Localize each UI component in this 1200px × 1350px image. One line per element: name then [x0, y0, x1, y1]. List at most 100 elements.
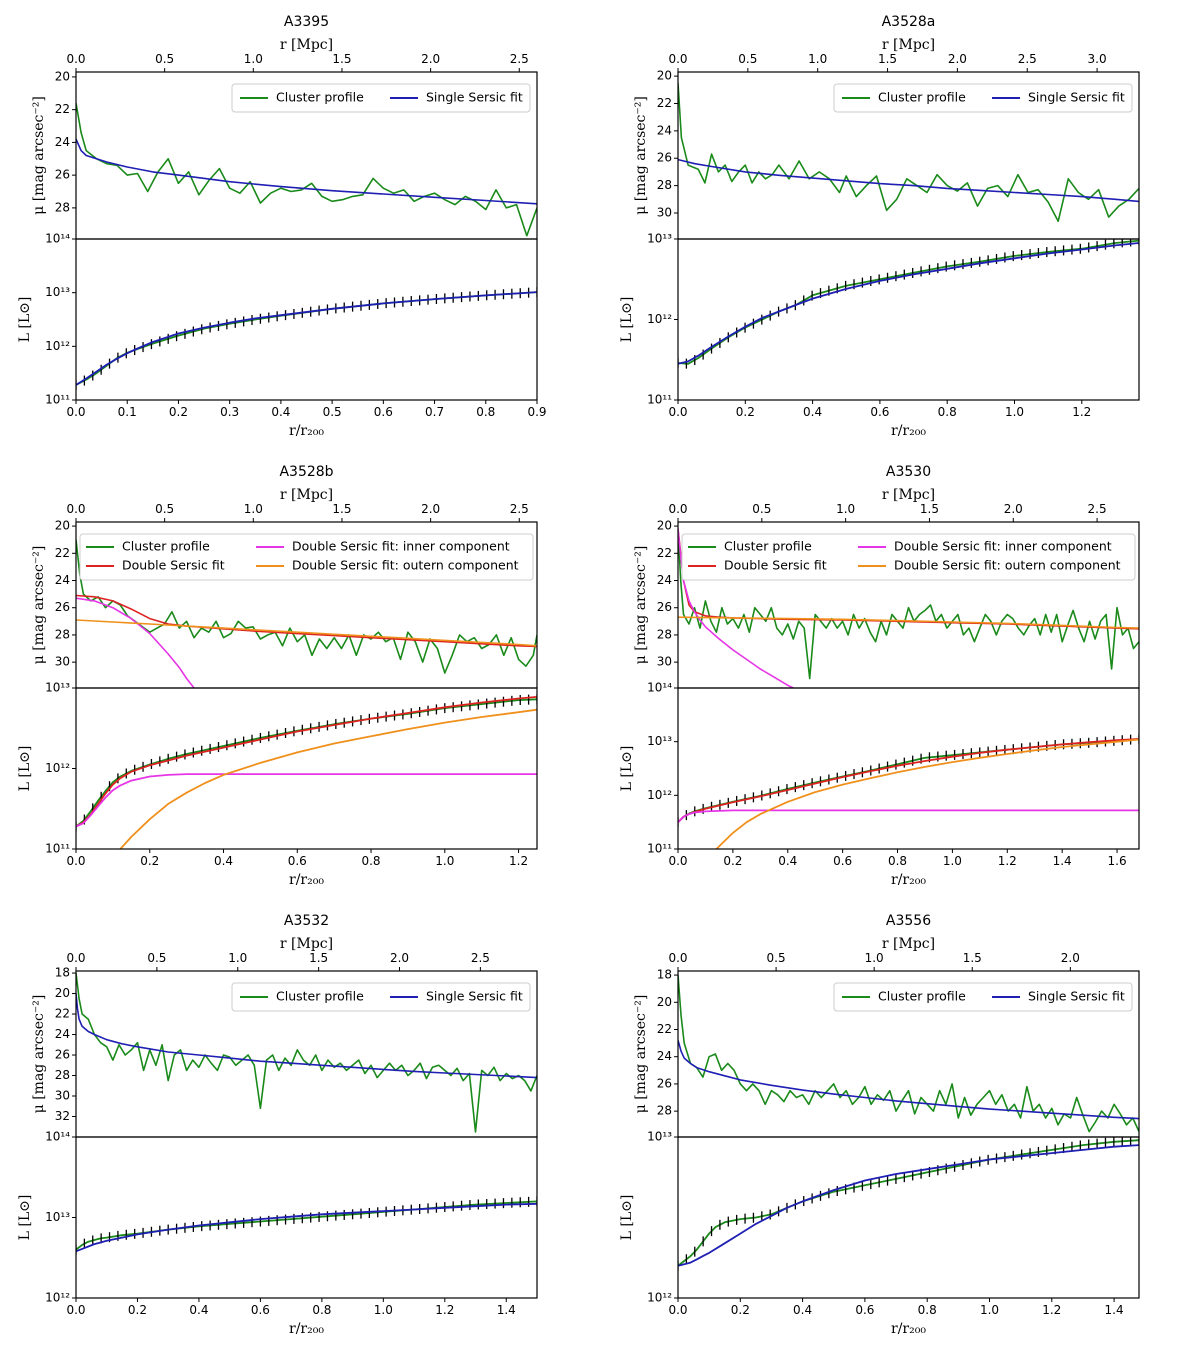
- lower-x-tick-label: 0.4: [214, 854, 233, 868]
- lower-axes-frame: [677, 1136, 1140, 1299]
- legend-label: Double Sersic fit: outern component: [894, 558, 1121, 573]
- upper-y-tick-label: 20: [657, 69, 672, 83]
- lower-x-label: r/r₂₀₀: [891, 1321, 926, 1337]
- top-tick-label: 1.5: [332, 52, 351, 66]
- lower-x-tick-label: 0.9: [527, 405, 546, 419]
- legend-label: Cluster profile: [276, 989, 364, 1004]
- lower-x-tick-label: 0.6: [833, 854, 852, 868]
- legend-box: [833, 982, 1133, 1012]
- upper-y-tick-label: 22: [657, 1022, 672, 1036]
- lower-x-tick-label: 0.2: [128, 1303, 147, 1317]
- lower-series-double-line: [76, 696, 537, 828]
- lower-series-double-line: [678, 738, 1139, 823]
- lower-x-tick-label: 0.6: [855, 1303, 874, 1317]
- lower-x-tick-label: 0.4: [271, 405, 290, 419]
- legend-label: Single Sersic fit: [1028, 989, 1125, 1004]
- top-tick-label: 0.5: [752, 502, 771, 516]
- top-axis-label: r [Mpc]: [280, 487, 333, 503]
- lower-axes-frame: [677, 238, 1140, 401]
- upper-y-label: μ [mag arcsec⁻²]: [31, 96, 47, 215]
- lower-y-tick-label: 10¹³: [45, 285, 70, 299]
- top-tick-label: 0.0: [66, 502, 85, 516]
- upper-plot-area: [76, 539, 537, 688]
- upper-y-tick-label: 24: [657, 1049, 672, 1063]
- lower-x-tick-label: 1.4: [497, 1303, 516, 1317]
- lower-series-single-line: [678, 242, 1139, 365]
- upper-y-label: μ [mag arcsec⁻²]: [633, 995, 649, 1114]
- upper-y-tick-label: 20: [55, 519, 70, 533]
- top-tick-label: 2.5: [510, 52, 529, 66]
- legend-label: Single Sersic fit: [1028, 90, 1125, 105]
- top-tick-label: 2.5: [1088, 502, 1107, 516]
- lower-x-tick-label: 0.0: [66, 854, 85, 868]
- top-tick-label: 1.5: [878, 52, 897, 66]
- lower-y-tick-label: 10¹¹: [45, 393, 70, 407]
- lower-x-tick-label: 0.8: [888, 854, 907, 868]
- top-tick-label: 1.5: [920, 502, 939, 516]
- lower-x-tick-label: 0.8: [361, 854, 380, 868]
- lower-y-tick-label: 10¹⁴: [647, 681, 672, 695]
- top-tick-label: 2.5: [471, 951, 490, 965]
- upper-y-tick-label: 24: [55, 573, 70, 587]
- upper-y-tick-label: 30: [55, 655, 70, 669]
- upper-series-single-line: [76, 138, 537, 205]
- upper-y-tick-label: 24: [55, 1027, 70, 1041]
- upper-y-tick-label: 26: [55, 1048, 70, 1062]
- top-tick-label: 0.0: [668, 52, 687, 66]
- lower-x-tick-label: 0.6: [870, 405, 889, 419]
- lower-series-profile-line: [678, 1139, 1139, 1267]
- upper-y-tick-label: 30: [657, 205, 672, 219]
- lower-plot-area: [76, 287, 537, 390]
- lower-axes-frame: [677, 687, 1140, 850]
- upper-y-tick-label: 22: [55, 1007, 70, 1021]
- panel-a3395: A3395 r [Mpc] 0.0 0.5 1.0 1.5 2.0 2.5 20 22 24 26 28…: [17, 14, 547, 439]
- upper-y-tick-label: 30: [657, 655, 672, 669]
- lower-x-tick-label: 0.4: [793, 1303, 812, 1317]
- top-tick-label: 2.0: [1061, 951, 1080, 965]
- upper-series-single-line: [76, 993, 537, 1079]
- top-axis-label: r [Mpc]: [882, 37, 935, 53]
- lower-plot-area: [678, 733, 1139, 849]
- upper-y-label: μ [mag arcsec⁻²]: [633, 96, 649, 215]
- lower-x-tick-label: 0.4: [189, 1303, 208, 1317]
- lower-series-inner-line: [76, 773, 537, 828]
- upper-y-tick-label: 28: [55, 1068, 70, 1082]
- panel-title: A3530: [886, 464, 931, 480]
- legend-label: Double Sersic fit: outern component: [292, 558, 519, 573]
- top-tick-label: 0.5: [767, 951, 786, 965]
- lower-y-tick-label: 10¹²: [647, 312, 672, 326]
- legend-label: Double Sersic fit: inner component: [894, 539, 1112, 554]
- lower-axes-frame: [75, 1136, 538, 1299]
- top-tick-label: 0.0: [668, 502, 687, 516]
- panel-a3532: A3532 r [Mpc] 0.0 0.5 1.0 1.5 2.0 2.5 18 20 22 24 26…: [17, 913, 538, 1337]
- lower-x-tick-label: 0.2: [723, 854, 742, 868]
- legend-label: Double Sersic fit: [724, 558, 827, 573]
- lower-x-label: r/r₂₀₀: [289, 423, 324, 439]
- lower-x-tick-label: 0.1: [118, 405, 137, 419]
- lower-x-tick-label: 1.0: [435, 854, 454, 868]
- lower-x-tick-label: 1.2: [1042, 1303, 1061, 1317]
- lower-y-label: L [L⊙]: [619, 1195, 635, 1241]
- legend-label: Cluster profile: [724, 539, 812, 554]
- upper-series-outer-line: [678, 616, 1139, 629]
- top-tick-label: 2.0: [421, 502, 440, 516]
- lower-y-tick-label: 10¹³: [45, 1210, 70, 1224]
- top-tick-label: 2.0: [1004, 502, 1023, 516]
- lower-x-tick-label: 0.6: [374, 405, 393, 419]
- lower-y-tick-label: 10¹¹: [647, 393, 672, 407]
- upper-y-label: μ [mag arcsec⁻²]: [633, 546, 649, 665]
- top-axis-label: r [Mpc]: [882, 487, 935, 503]
- lower-series-profile-line: [76, 1200, 537, 1251]
- upper-plot-area: [76, 102, 537, 237]
- upper-series-single-line: [678, 1040, 1139, 1120]
- upper-y-tick-label: 28: [55, 200, 70, 214]
- upper-series-profile-line: [76, 102, 537, 237]
- panel-a3528a: A3528a r [Mpc] 0.0 0.5 1.0 1.5 2.0 2.5 3.0 20 22 24…: [619, 14, 1140, 439]
- lower-x-tick-label: 1.2: [509, 854, 528, 868]
- top-axis-label: r [Mpc]: [280, 37, 333, 53]
- top-tick-label: 1.0: [836, 502, 855, 516]
- upper-y-label: μ [mag arcsec⁻²]: [31, 546, 47, 665]
- legend-label: Cluster profile: [276, 90, 364, 105]
- top-tick-label: 1.0: [808, 52, 827, 66]
- top-tick-label: 0.5: [738, 52, 757, 66]
